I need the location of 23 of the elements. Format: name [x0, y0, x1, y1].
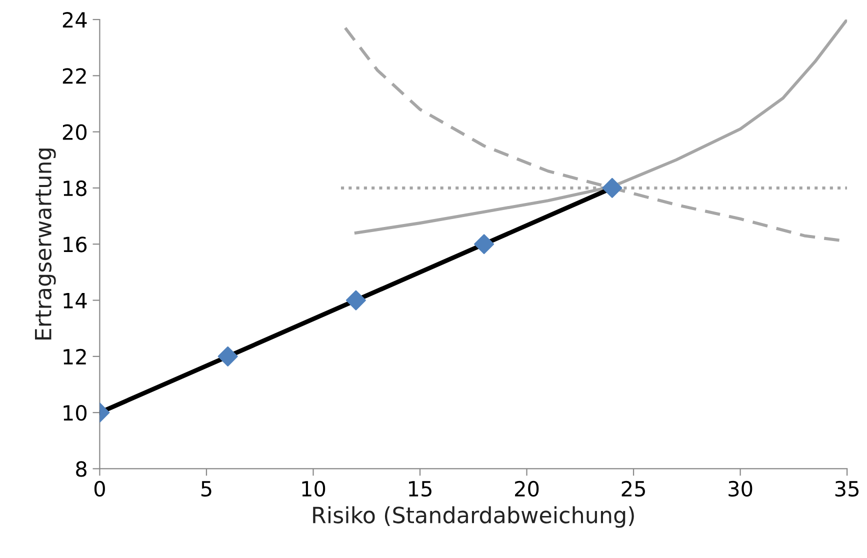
point	[346, 290, 366, 310]
x-tick-label: 20	[515, 480, 539, 497]
y-tick-label: 20	[62, 124, 87, 140]
y-tick-label: 22	[62, 68, 86, 84]
y-tick-label: 10	[64, 405, 87, 421]
y-tick-label: 12	[64, 348, 86, 364]
x-tick-label: 25	[622, 480, 645, 497]
y-tick-label: 18	[64, 180, 86, 196]
x-tick-label: 5	[201, 481, 212, 497]
y-tick-label: 8	[76, 461, 86, 477]
point	[602, 178, 622, 198]
y-tick-label: 16	[64, 236, 87, 252]
x-tick-label: 15	[409, 481, 432, 497]
x-axis-title: Risiko (Standardabweichung)	[313, 506, 634, 528]
x-tick-label: 10	[302, 480, 326, 497]
x-tick-label: 35	[835, 480, 858, 497]
y-tick-label: 14	[64, 293, 87, 308]
point	[474, 234, 494, 254]
y-axis-title: Ertragserwartung	[35, 148, 56, 340]
x-tick-label: 30	[728, 480, 752, 497]
y-tick-label: 24	[62, 12, 87, 28]
point	[218, 346, 238, 366]
x-tick-label: 0	[94, 480, 105, 497]
